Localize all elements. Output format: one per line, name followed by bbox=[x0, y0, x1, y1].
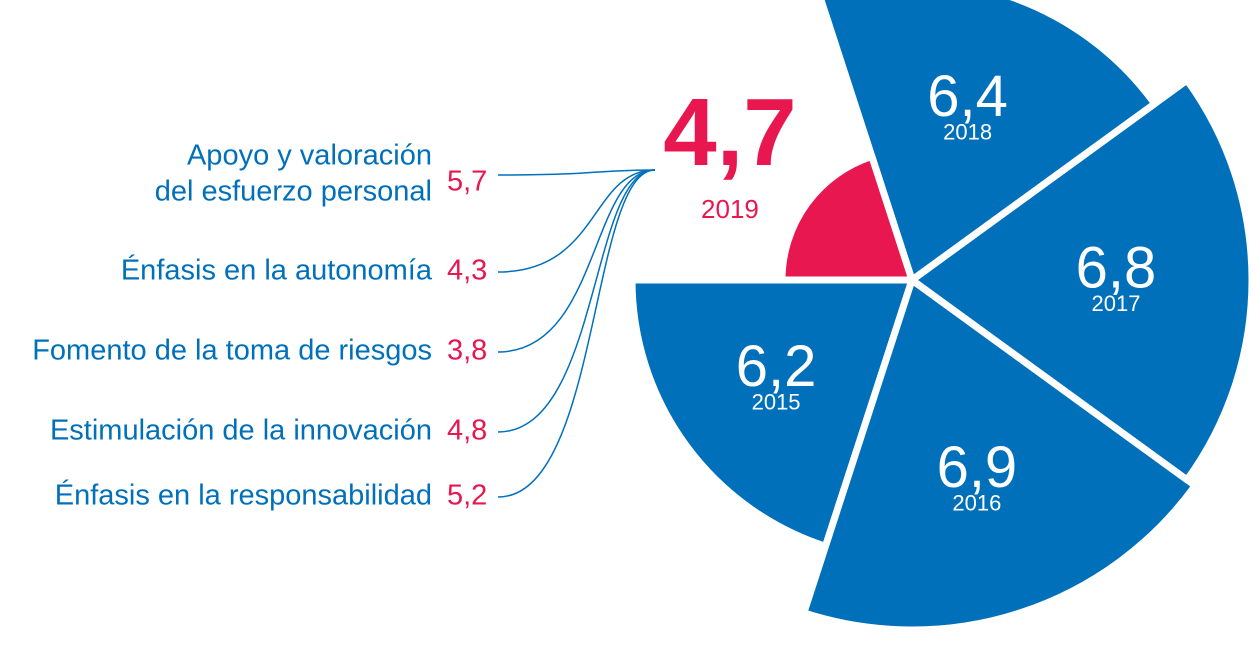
year-label: 2018 bbox=[943, 120, 992, 145]
value-label: 6,4 bbox=[927, 64, 1008, 129]
breakdown-value: 5,7 bbox=[447, 166, 487, 198]
year-label: 2019 bbox=[701, 194, 759, 224]
wedge bbox=[817, 0, 1159, 284]
breakdown-label: Fomento de la toma de riesgos bbox=[32, 335, 432, 367]
value-label: 4,7 bbox=[663, 79, 796, 186]
connector bbox=[497, 169, 656, 498]
breakdown-value: 5,2 bbox=[447, 480, 487, 512]
breakdown-label: del esfuerzo personal bbox=[155, 176, 432, 208]
year-label: 2015 bbox=[752, 390, 801, 415]
wedge bbox=[908, 76, 1256, 484]
year-label: 2017 bbox=[1092, 291, 1141, 316]
connector bbox=[497, 169, 656, 353]
breakdown-value: 3,8 bbox=[447, 335, 487, 367]
breakdown-label: Énfasis en la responsabilidad bbox=[55, 479, 432, 512]
breakdown-value: 4,8 bbox=[447, 415, 487, 447]
value-label: 6,8 bbox=[1076, 235, 1157, 300]
value-label: 6,9 bbox=[937, 435, 1018, 500]
connector bbox=[497, 169, 656, 433]
connector bbox=[497, 169, 656, 176]
wedge bbox=[800, 276, 1199, 634]
breakdown-label: Estimulación de la innovación bbox=[50, 415, 432, 447]
wedge bbox=[778, 152, 916, 284]
value-label: 6,2 bbox=[736, 334, 817, 399]
breakdown-value: 4,3 bbox=[447, 255, 487, 287]
year-label: 2016 bbox=[952, 491, 1001, 516]
breakdown-label: Apoyo y valoración bbox=[187, 140, 432, 172]
connector bbox=[497, 169, 656, 273]
wedge bbox=[628, 276, 916, 550]
breakdown-label: Énfasis en la autonomía bbox=[121, 254, 433, 287]
